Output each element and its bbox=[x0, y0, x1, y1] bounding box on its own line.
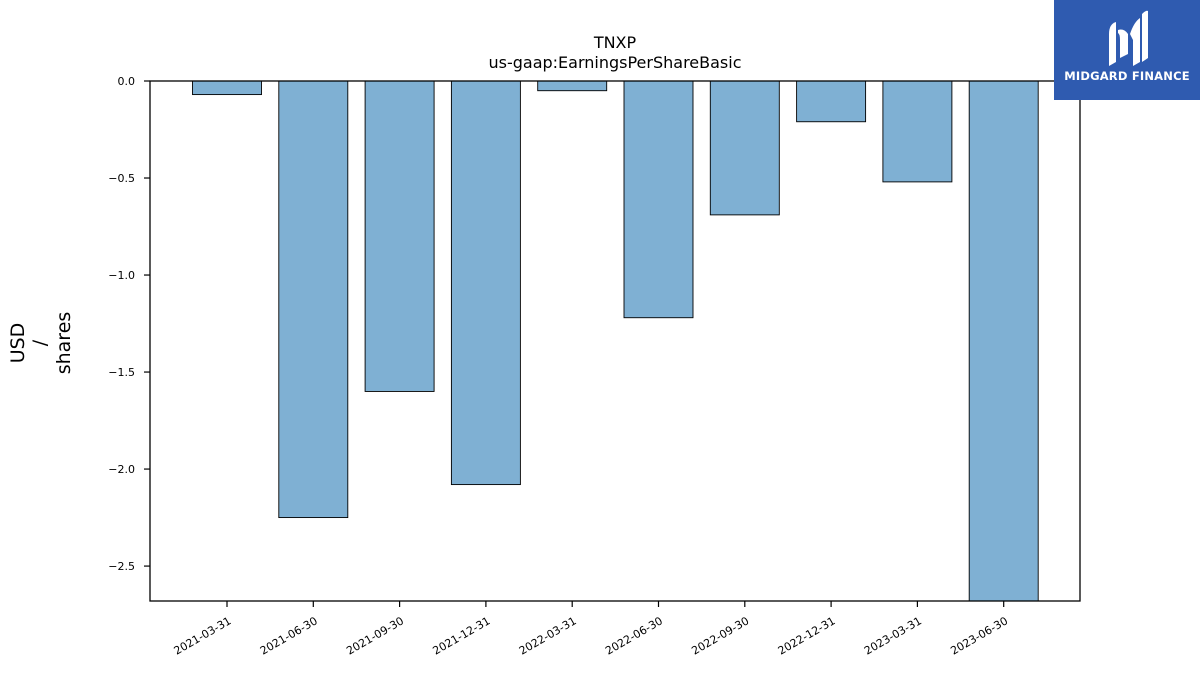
chart-title: TNXP bbox=[593, 33, 637, 52]
y-axis-ticks: 0.0 −0.5 −1.0 −1.5 −2.0 −2.5 bbox=[108, 75, 150, 573]
x-tick-label: 2021-03-31 bbox=[172, 614, 234, 657]
x-tick-label: 2023-03-31 bbox=[862, 614, 924, 657]
y-tick-label: −0.5 bbox=[108, 172, 135, 185]
x-tick-label: 2022-09-30 bbox=[689, 614, 751, 657]
bar-2021-12-31 bbox=[450, 80, 521, 486]
x-axis-ticks: 2021-03-31 2021-06-30 2021-09-30 2021-12-31… bbox=[172, 601, 1010, 658]
x-tick-label: 2021-09-30 bbox=[344, 614, 406, 657]
y-axis-label-line-1: USD bbox=[7, 323, 29, 364]
brand-logo-text: MIDGARD FINANCE bbox=[1064, 69, 1190, 83]
bar-2022-06-30 bbox=[623, 80, 694, 319]
y-tick-label: −2.0 bbox=[108, 463, 135, 476]
bar-series bbox=[192, 80, 1039, 602]
chart-subtitle: us-gaap:EarningsPerShareBasic bbox=[488, 53, 741, 72]
bar-2021-09-30 bbox=[364, 80, 435, 392]
y-tick-label: −2.5 bbox=[108, 560, 135, 573]
x-tick-label: 2022-06-30 bbox=[603, 614, 665, 657]
y-axis-label-line-3: shares bbox=[53, 312, 75, 375]
brand-logo: MIDGARD FINANCE bbox=[1054, 0, 1200, 100]
y-axis-label: USD / shares bbox=[7, 312, 75, 375]
bar-2022-12-31 bbox=[796, 80, 867, 123]
x-tick-label: 2021-12-31 bbox=[431, 614, 493, 657]
x-tick-label: 2022-12-31 bbox=[776, 614, 838, 657]
bar-2022-03-31 bbox=[537, 80, 608, 92]
bar-2023-03-31 bbox=[882, 80, 953, 183]
y-tick-label: 0.0 bbox=[118, 75, 136, 88]
bar-2021-03-31 bbox=[192, 80, 262, 96]
y-tick-label: −1.0 bbox=[108, 269, 135, 282]
y-tick-label: −1.5 bbox=[108, 366, 135, 379]
bar-2021-06-30 bbox=[278, 80, 349, 519]
x-tick-label: 2023-06-30 bbox=[948, 614, 1010, 657]
y-axis-label-line-2: / bbox=[29, 339, 51, 346]
x-tick-label: 2022-03-31 bbox=[517, 614, 579, 657]
plot-frame bbox=[149, 80, 1081, 602]
x-tick-label: 2021-06-30 bbox=[258, 614, 320, 657]
midgard-logo-icon bbox=[1109, 10, 1148, 66]
bar-2022-09-30 bbox=[709, 80, 780, 216]
bar-2023-06-30 bbox=[968, 80, 1039, 602]
